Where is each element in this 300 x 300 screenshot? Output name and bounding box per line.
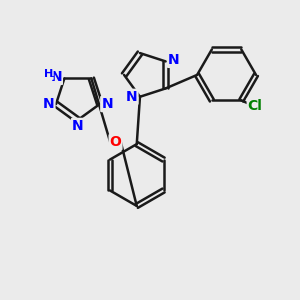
- Text: N: N: [43, 97, 55, 111]
- Text: O: O: [110, 135, 122, 149]
- Text: N: N: [168, 53, 180, 67]
- Text: N: N: [126, 90, 137, 104]
- Text: N: N: [101, 97, 113, 111]
- Text: N: N: [50, 70, 62, 84]
- Text: H: H: [44, 69, 53, 79]
- Text: Cl: Cl: [248, 99, 262, 113]
- Text: -: -: [50, 71, 54, 81]
- Text: N: N: [72, 119, 84, 133]
